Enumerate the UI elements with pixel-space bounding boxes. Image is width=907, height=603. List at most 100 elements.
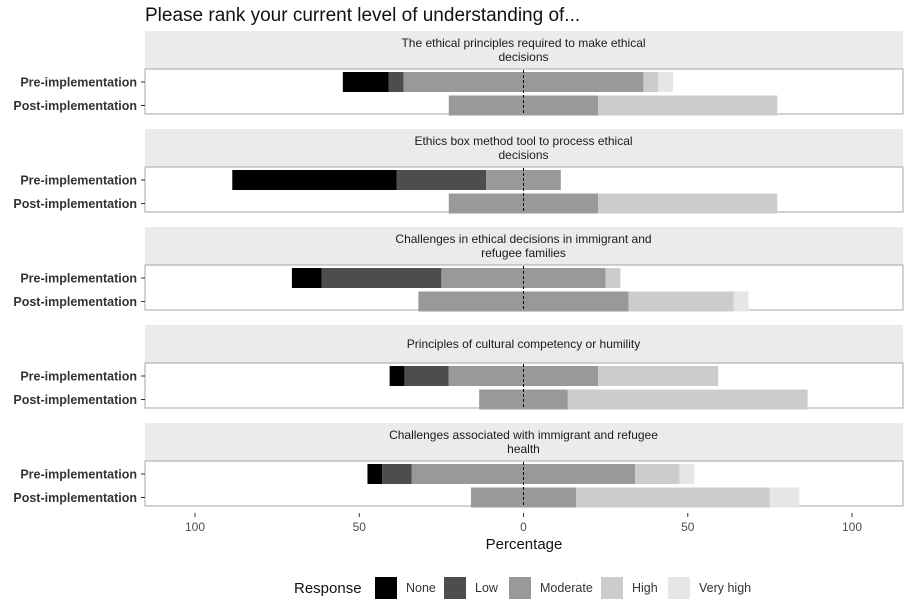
bar-high-post-implementation xyxy=(598,193,778,214)
x-tick-label: 0 xyxy=(520,520,527,534)
bar-very-high-post-implementation xyxy=(733,291,749,312)
bar-moderate-pre-implementation xyxy=(486,170,524,190)
panel-title-line: Challenges in ethical decisions in immig… xyxy=(395,232,651,246)
x-axis-title: Percentage xyxy=(486,536,563,553)
panel-4: Principles of cultural competency or hum… xyxy=(13,325,904,410)
bar-low-pre-implementation xyxy=(404,366,449,386)
x-tick-label: 100 xyxy=(842,520,862,534)
bar-low-pre-implementation xyxy=(382,464,412,484)
bar-moderate-pre-implementation xyxy=(523,170,561,190)
legend-label: Low xyxy=(475,581,499,595)
chart-title: Please rank your current level of unders… xyxy=(145,5,580,26)
panels: The ethical principles required to make … xyxy=(13,31,904,508)
bar-moderate-pre-implementation xyxy=(523,464,636,484)
row-label: Post-implementation xyxy=(13,99,137,113)
bar-moderate-post-implementation xyxy=(448,193,524,214)
row-label: Post-implementation xyxy=(13,197,137,211)
bar-moderate-pre-implementation xyxy=(441,268,524,288)
row-label: Post-implementation xyxy=(13,295,137,309)
x-axis: 100 50 0 50 100 xyxy=(185,513,862,534)
bar-very-high-pre-implementation xyxy=(658,72,673,92)
panel-2: Ethics box method tool to process ethica… xyxy=(13,129,904,214)
bar-moderate-pre-implementation xyxy=(411,464,524,484)
legend-item-high: High xyxy=(601,577,658,599)
bar-high-post-implementation xyxy=(567,389,808,410)
legend: Response None Low Moderate High Very high xyxy=(294,577,751,599)
legend-title: Response xyxy=(294,580,362,597)
legend-label: High xyxy=(632,581,658,595)
bar-moderate-pre-implementation xyxy=(403,72,524,92)
bar-moderate-pre-implementation xyxy=(523,72,644,92)
legend-item-moderate: Moderate xyxy=(509,577,593,599)
panel-strip xyxy=(145,227,903,265)
bar-none-pre-implementation xyxy=(232,170,397,190)
legend-label: Very high xyxy=(699,581,751,595)
bar-high-pre-implementation xyxy=(605,268,621,288)
row-label: Pre-implementation xyxy=(20,370,137,384)
panel-strip xyxy=(145,325,903,363)
bar-high-pre-implementation xyxy=(635,464,680,484)
x-tick-label: 100 xyxy=(185,520,205,534)
bar-high-post-implementation xyxy=(628,291,734,312)
panel-3: Challenges in ethical decisions in immig… xyxy=(13,227,904,312)
bar-none-pre-implementation xyxy=(342,72,389,92)
panel-5: Challenges associated with immigrant and… xyxy=(13,423,904,508)
bar-high-pre-implementation xyxy=(643,72,659,92)
row-label: Post-implementation xyxy=(13,491,137,505)
panel-strip xyxy=(145,129,903,167)
bar-low-pre-implementation xyxy=(396,170,487,190)
bar-high-pre-implementation xyxy=(598,366,719,386)
panel-title-line: Ethics box method tool to process ethica… xyxy=(414,134,632,148)
legend-label: None xyxy=(406,581,436,595)
row-label: Pre-implementation xyxy=(20,174,137,188)
panel-title-line: decisions xyxy=(498,50,548,64)
panel-strip xyxy=(145,31,903,69)
bar-low-pre-implementation xyxy=(321,268,442,288)
bar-moderate-post-implementation xyxy=(523,95,599,116)
panel-title-line: Principles of cultural competency or hum… xyxy=(407,337,640,351)
panel-strip xyxy=(145,423,903,461)
panel-title-line: decisions xyxy=(498,148,548,162)
bar-very-high-post-implementation xyxy=(769,487,800,508)
bar-moderate-pre-implementation xyxy=(523,366,599,386)
panel-title-line: health xyxy=(507,442,540,456)
bar-very-high-pre-implementation xyxy=(679,464,695,484)
bar-moderate-post-implementation xyxy=(479,389,524,410)
x-tick-label: 50 xyxy=(353,520,367,534)
panel-title-line: The ethical principles required to make … xyxy=(401,36,645,50)
panel-title-line: Challenges associated with immigrant and… xyxy=(389,428,658,442)
legend-label: Moderate xyxy=(540,581,593,595)
bar-high-post-implementation xyxy=(598,95,778,116)
panel-1: The ethical principles required to make … xyxy=(13,31,904,116)
panel-title-line: refugee families xyxy=(481,246,566,260)
x-tick-label: 50 xyxy=(681,520,695,534)
bar-moderate-post-implementation xyxy=(523,389,568,410)
bar-none-pre-implementation xyxy=(291,268,322,288)
legend-item-very-high: Very high xyxy=(668,577,751,599)
bar-none-pre-implementation xyxy=(367,464,383,484)
row-label: Pre-implementation xyxy=(20,468,137,482)
legend-swatch xyxy=(509,577,531,599)
legend-swatch xyxy=(668,577,690,599)
bar-moderate-post-implementation xyxy=(523,193,599,214)
row-label: Pre-implementation xyxy=(20,76,137,90)
bar-moderate-pre-implementation xyxy=(523,268,606,288)
legend-item-low: Low xyxy=(444,577,499,599)
bar-none-pre-implementation xyxy=(389,366,405,386)
bar-low-pre-implementation xyxy=(388,72,404,92)
bar-moderate-post-implementation xyxy=(448,95,524,116)
bar-moderate-pre-implementation xyxy=(448,366,524,386)
legend-swatch xyxy=(601,577,623,599)
bar-moderate-post-implementation xyxy=(470,487,524,508)
row-label: Post-implementation xyxy=(13,393,137,407)
legend-swatch xyxy=(444,577,466,599)
row-label: Pre-implementation xyxy=(20,272,137,286)
bar-moderate-post-implementation xyxy=(523,487,577,508)
bar-high-post-implementation xyxy=(576,487,770,508)
legend-item-none: None xyxy=(375,577,436,599)
bar-moderate-post-implementation xyxy=(523,291,629,312)
bar-moderate-post-implementation xyxy=(418,291,524,312)
legend-swatch xyxy=(375,577,397,599)
